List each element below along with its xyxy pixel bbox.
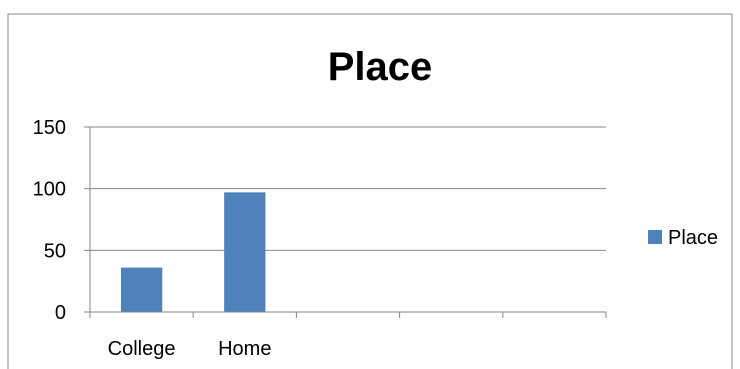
chart-title: Place — [328, 45, 433, 89]
x-tick-label: Home — [218, 338, 271, 360]
x-tick-label: College — [108, 338, 176, 360]
gridlines — [90, 126, 606, 251]
legend: Place — [648, 227, 718, 249]
axes — [84, 126, 607, 318]
y-tick-label: 150 — [33, 117, 66, 139]
y-tick-label: 100 — [33, 179, 66, 201]
bars — [120, 192, 266, 312]
legend-label: Place — [668, 227, 718, 249]
y-tick-label: 50 — [44, 240, 66, 262]
tick-labels: 0 50 100 150 College Home — [33, 117, 272, 360]
bar — [120, 267, 163, 312]
bar — [224, 192, 266, 312]
y-tick-label: 0 — [55, 302, 66, 324]
legend-swatch — [648, 230, 662, 244]
